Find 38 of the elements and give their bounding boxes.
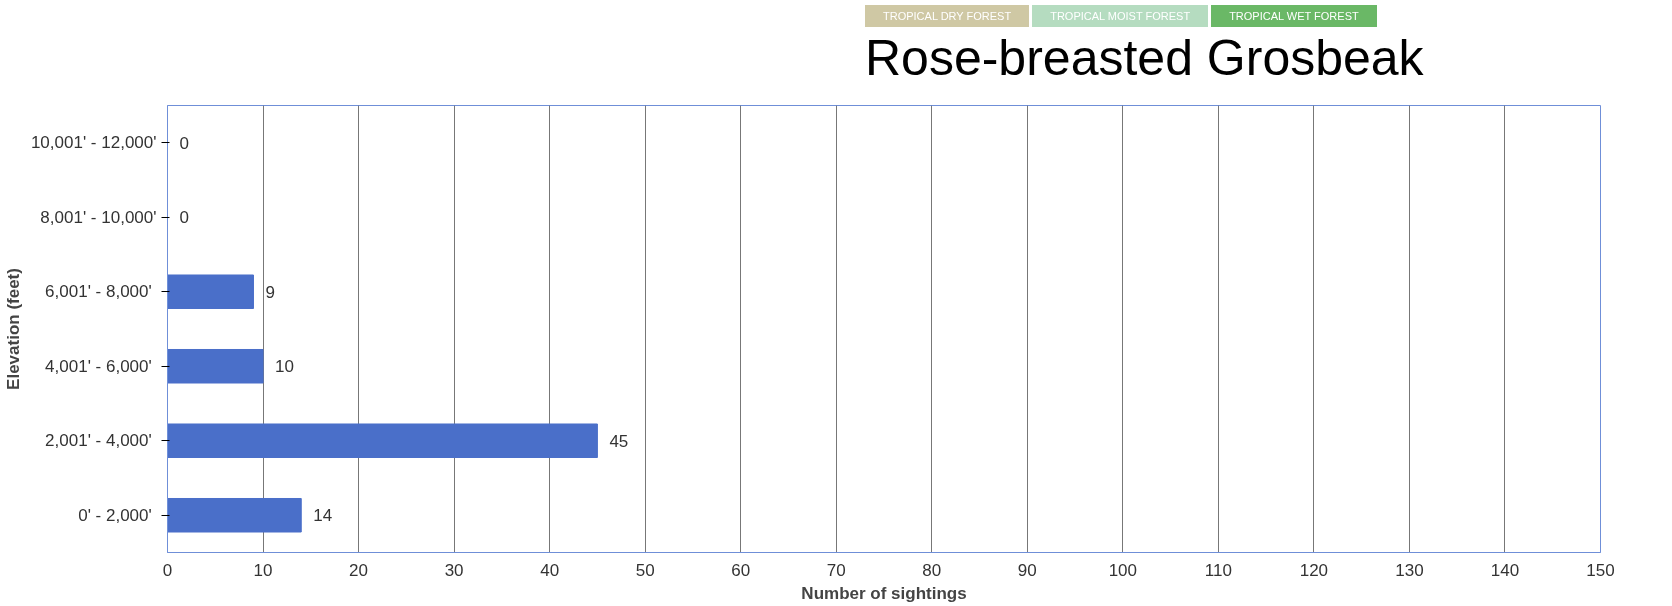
bar: [167, 348, 264, 384]
x-tick-label: 110: [1204, 560, 1232, 580]
bar: [167, 423, 598, 459]
y-tick-label: 8,001' - 10,000': [40, 207, 157, 227]
data-label: 0: [179, 208, 189, 228]
data-label: 10: [275, 357, 294, 377]
x-tick-label: 10: [253, 560, 273, 580]
x-tick-label: 80: [922, 560, 942, 580]
y-axis-title: Elevation (feet): [3, 268, 23, 390]
y-tick-label: 0' - 2,000': [78, 505, 152, 525]
x-tick-label: 40: [540, 560, 560, 580]
chart-title: Rose-breasted Grosbeak: [865, 29, 1425, 87]
bar: [167, 274, 254, 310]
y-tick-label: 6,001' - 8,000': [45, 282, 152, 302]
x-tick-label: 20: [349, 560, 369, 580]
x-axis-title: Number of sightings: [801, 583, 967, 603]
y-tick-label: 10,001' - 12,000': [30, 133, 157, 153]
x-tick-label: 120: [1299, 560, 1329, 580]
x-tick-label: 70: [826, 560, 846, 580]
data-label: 9: [265, 282, 275, 302]
bar: [167, 497, 302, 533]
x-tick-label: 90: [1017, 560, 1037, 580]
text: TROPICAL MOIST FOREST: [1032, 5, 1209, 27]
data-label: 0: [179, 133, 189, 153]
x-tick-label: 140: [1490, 560, 1520, 580]
data-label: 14: [313, 506, 333, 526]
y-tick-label: 2,001' - 4,000': [45, 431, 152, 451]
x-tick-label: 60: [731, 560, 751, 580]
x-tick-label: 150: [1586, 560, 1615, 580]
text: TROPICAL WET FOREST: [1211, 5, 1377, 27]
x-tick-label: 30: [444, 560, 464, 580]
x-tick-label: 0: [162, 560, 173, 580]
text: TROPICAL DRY FOREST: [865, 5, 1030, 27]
x-tick-label: 100: [1108, 560, 1138, 580]
y-tick-label: 4,001' - 6,000': [45, 356, 152, 376]
x-tick-label: 50: [635, 560, 655, 580]
x-tick-label: 130: [1395, 560, 1424, 580]
data-label: 45: [609, 431, 629, 451]
